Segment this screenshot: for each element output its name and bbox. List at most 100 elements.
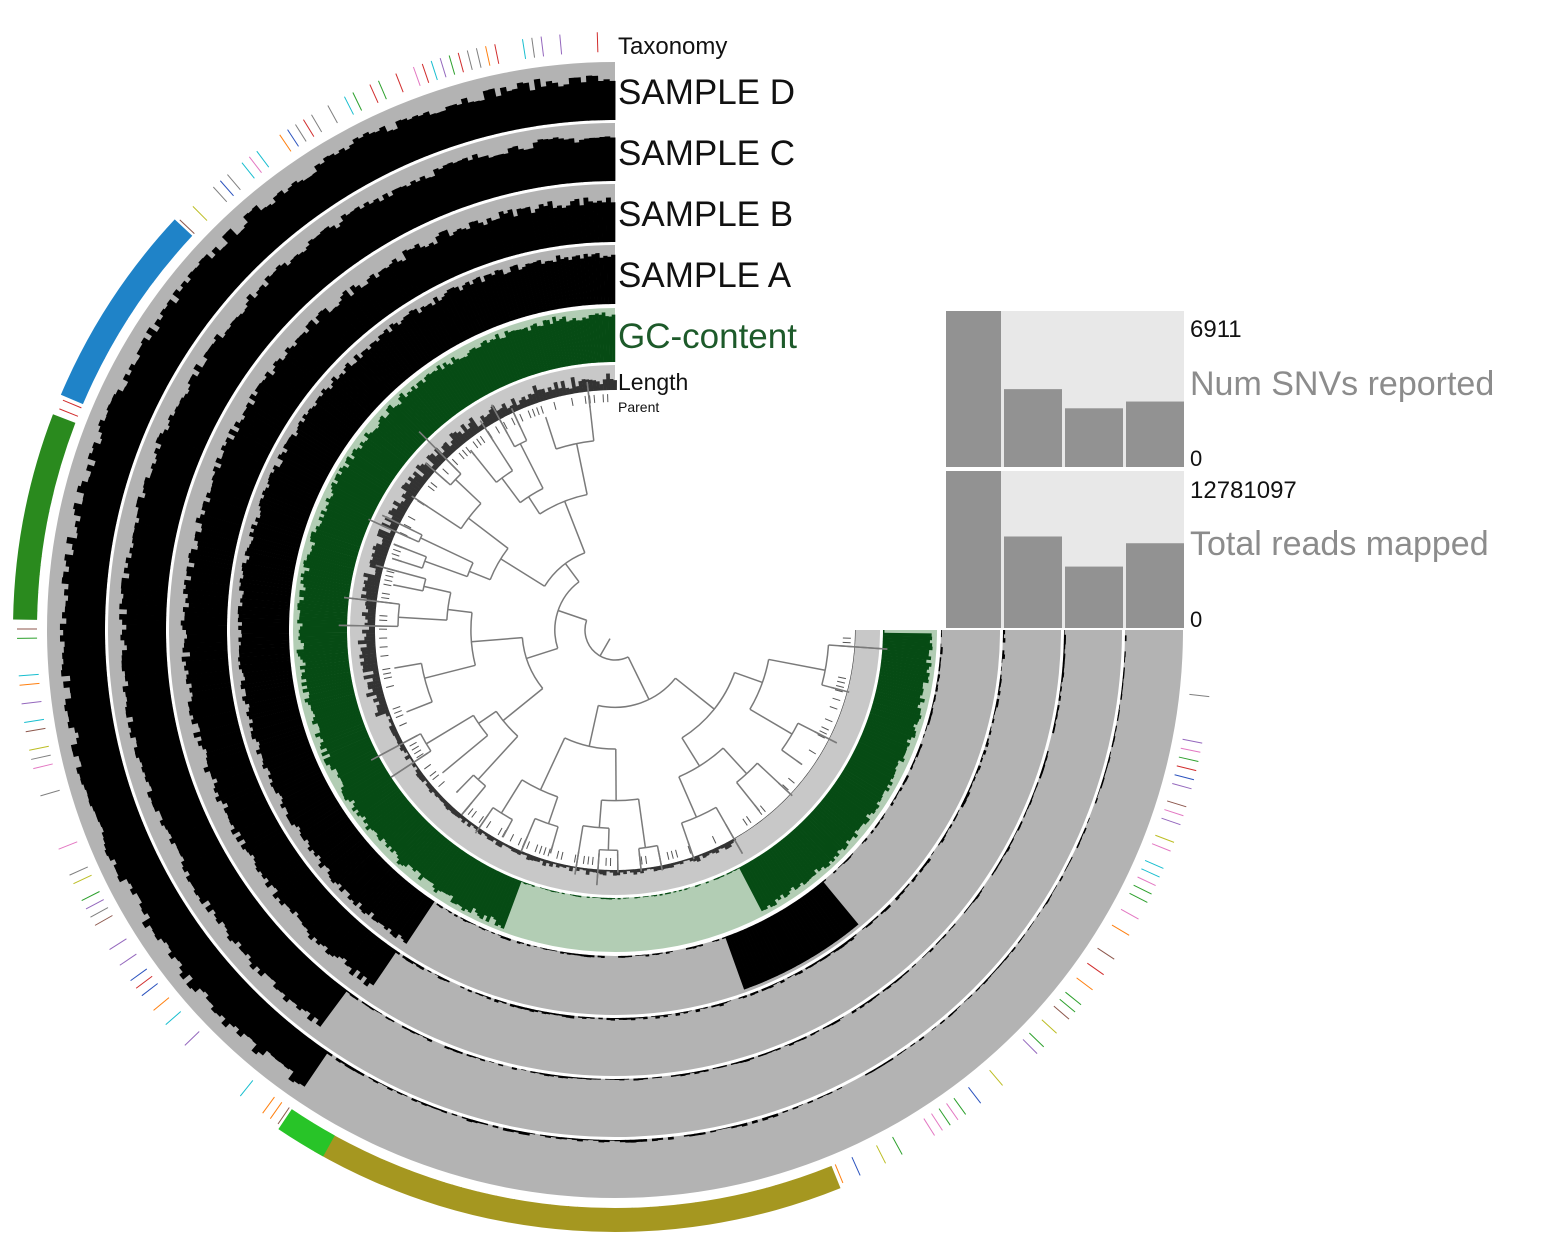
profile-bar [259,510,307,530]
profile-bar [321,733,370,757]
profile-bar [432,303,459,346]
profile-bar [1005,846,1011,852]
profile-bar [532,385,542,403]
profile-bar [302,623,348,628]
profile-bar [299,613,348,619]
profile-bar [543,948,548,951]
profile-bar [373,800,411,833]
profile-bar [311,545,357,561]
profile-bar [882,638,930,644]
profile-bar [822,955,828,960]
profile-bar [599,384,604,391]
profile-bar [150,772,191,792]
profile-bar [80,766,126,785]
profile-bar [854,633,856,637]
profile-bar [307,815,350,847]
profile-bar [423,375,456,417]
profile-bar [740,832,744,835]
profile-bar [316,233,348,273]
taxonomy-tick [494,44,500,64]
profile-bar [329,496,373,519]
profile-bar [1120,693,1123,700]
profile-bar [295,886,327,915]
taxonomy-tick [1176,765,1197,772]
profile-bar [452,161,473,206]
profile-bar [790,973,796,977]
profile-bar [372,695,386,703]
profile-bar [332,306,362,339]
profile-bar [136,496,183,514]
profile-bar [829,950,834,955]
profile-bar [332,493,374,516]
profile-bar [531,884,535,888]
parent-tick [553,401,557,410]
profile-bar [657,1137,664,1141]
profile-bar [422,474,430,481]
profile-bar [186,670,230,680]
profile-bar [375,543,390,552]
profile-bar [707,849,713,854]
profile-bar [187,850,227,876]
profile-bar [513,264,531,317]
profile-bar [368,626,376,630]
profile-bar [76,485,123,504]
profile-bar [402,955,408,960]
profile-bar [296,889,330,920]
profile-bar [350,209,379,251]
profile-bar [191,690,233,702]
parent-tick [385,685,394,688]
taxonomy-tick [1155,834,1175,843]
profile-bar [651,1015,656,1018]
profile-bar [864,1071,871,1076]
profile-bar [482,830,487,835]
profile-bar [770,810,774,814]
profile-bar [239,586,292,596]
profile-bar [366,633,376,637]
profile-bar [633,869,638,875]
profile-bar [277,957,312,993]
profile-bar [438,231,462,276]
profile-bar [417,839,451,881]
profile-bar [322,723,365,742]
profile-bar [175,298,210,326]
profile-bar [932,701,935,705]
tree-branch [421,556,428,569]
parent-tick [666,851,670,860]
profile-bar [761,1116,769,1121]
profile-bar [179,287,216,318]
profile-bar [258,284,295,320]
profile-bar [281,774,325,800]
profile-bar [834,780,878,812]
profile-bar [272,953,308,990]
profile-bar [238,813,275,836]
profile-bar [123,593,168,602]
profile-bar [122,648,167,656]
profile-bar [167,929,206,960]
profile-bar [312,699,357,715]
profile-bar [126,695,172,708]
profile-bar [565,205,575,245]
profile-bar [303,577,351,589]
profile-bar [202,363,239,390]
profile-bar [320,388,364,425]
profile-bar [573,953,578,956]
profile-bar [641,954,646,956]
profile-bar [507,331,528,378]
profile-bar [341,766,386,795]
profile-bar [849,936,855,942]
profile-bar [129,370,166,394]
profile-bar [259,498,310,520]
profile-bar [679,860,684,865]
profile-bar [128,573,170,584]
profile-bar [699,943,704,947]
profile-bar [501,403,510,416]
profile-bar [575,320,585,365]
profile-bar [304,688,355,703]
profile-bar [269,752,315,775]
parent-tick [527,410,532,419]
profile-bar [289,795,337,826]
profile-bar [338,147,366,189]
profile-bar [1106,761,1109,768]
tree-branch [468,570,491,581]
profile-bar [419,965,425,971]
